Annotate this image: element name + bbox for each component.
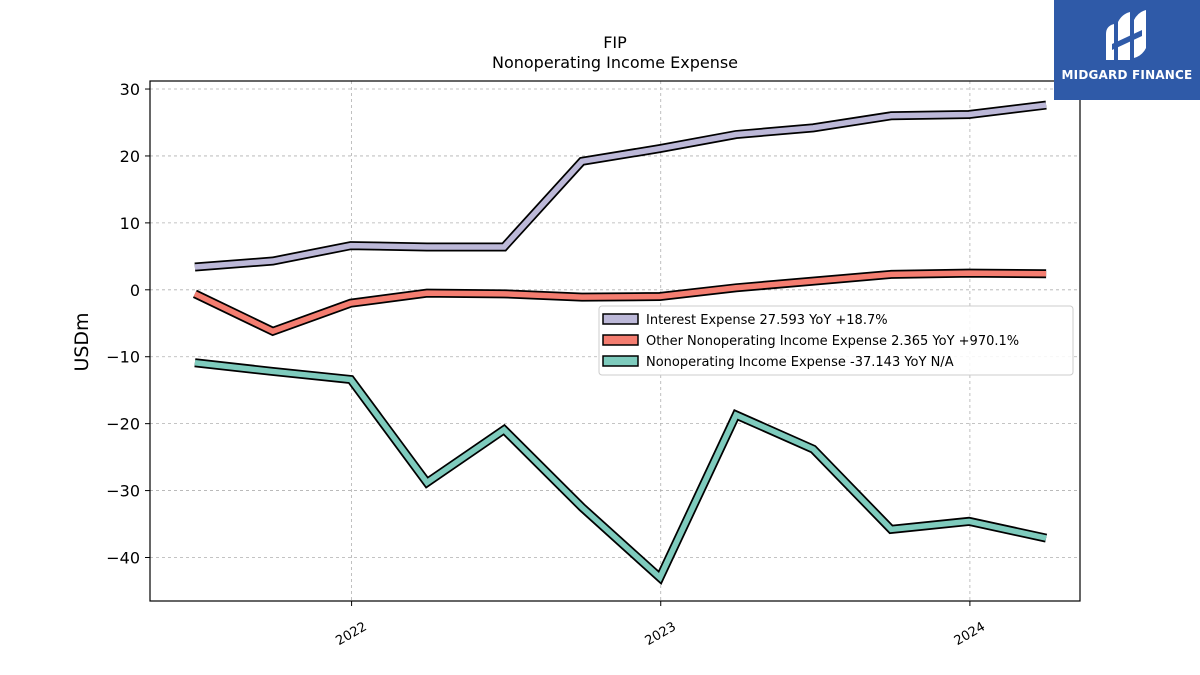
logo-name: MIDGARD FINANCE [1061, 68, 1193, 82]
chart-subtitle: Nonoperating Income Expense [492, 53, 738, 72]
y-tick-label: −20 [106, 415, 140, 434]
series-2 [194, 358, 1048, 585]
y-tick-label: −30 [106, 482, 140, 501]
legend-entry: Other Nonoperating Income Expense 2.365 … [646, 334, 1019, 349]
x-axis: 2022 2023 2024 [333, 601, 988, 649]
y-axis-label: USDm [71, 312, 93, 371]
y-axis: 30 20 10 0 −10 −20 −30 −40 [106, 80, 150, 567]
legend-swatch [602, 355, 639, 367]
legend-entry: Interest Expense 27.593 YoY +18.7% [646, 313, 888, 328]
chart-title: FIP [603, 33, 627, 52]
legend-entry: Nonoperating Income Expense -37.143 YoY … [646, 355, 954, 370]
legend-box [598, 305, 1074, 376]
y-tick-label: 10 [120, 214, 140, 233]
series-line [194, 360, 1047, 583]
legend: Interest Expense 27.593 YoY +18.7% Other … [598, 305, 1074, 376]
x-tick-label: 2022 [333, 619, 369, 649]
x-tick-label: 2023 [643, 619, 679, 649]
series-line-outline [194, 100, 1047, 272]
y-tick-label: −10 [106, 348, 140, 367]
legend-swatch [602, 313, 639, 325]
series-1 [192, 268, 1047, 337]
series-line [194, 102, 1047, 270]
plot-frame [149, 80, 1081, 602]
y-tick-label: 0 [130, 281, 140, 300]
logo-mark-icon [1106, 10, 1146, 60]
y-tick-label: −40 [106, 548, 140, 567]
y-tick-label: 20 [120, 147, 140, 166]
brand-logo: MIDGARD FINANCE [1054, 0, 1200, 100]
series-lines [192, 100, 1048, 585]
legend-swatch [602, 334, 639, 346]
y-tick-label: 30 [120, 80, 140, 99]
series-0 [194, 100, 1047, 272]
x-tick-label: 2024 [952, 619, 988, 649]
series-line [193, 270, 1047, 335]
